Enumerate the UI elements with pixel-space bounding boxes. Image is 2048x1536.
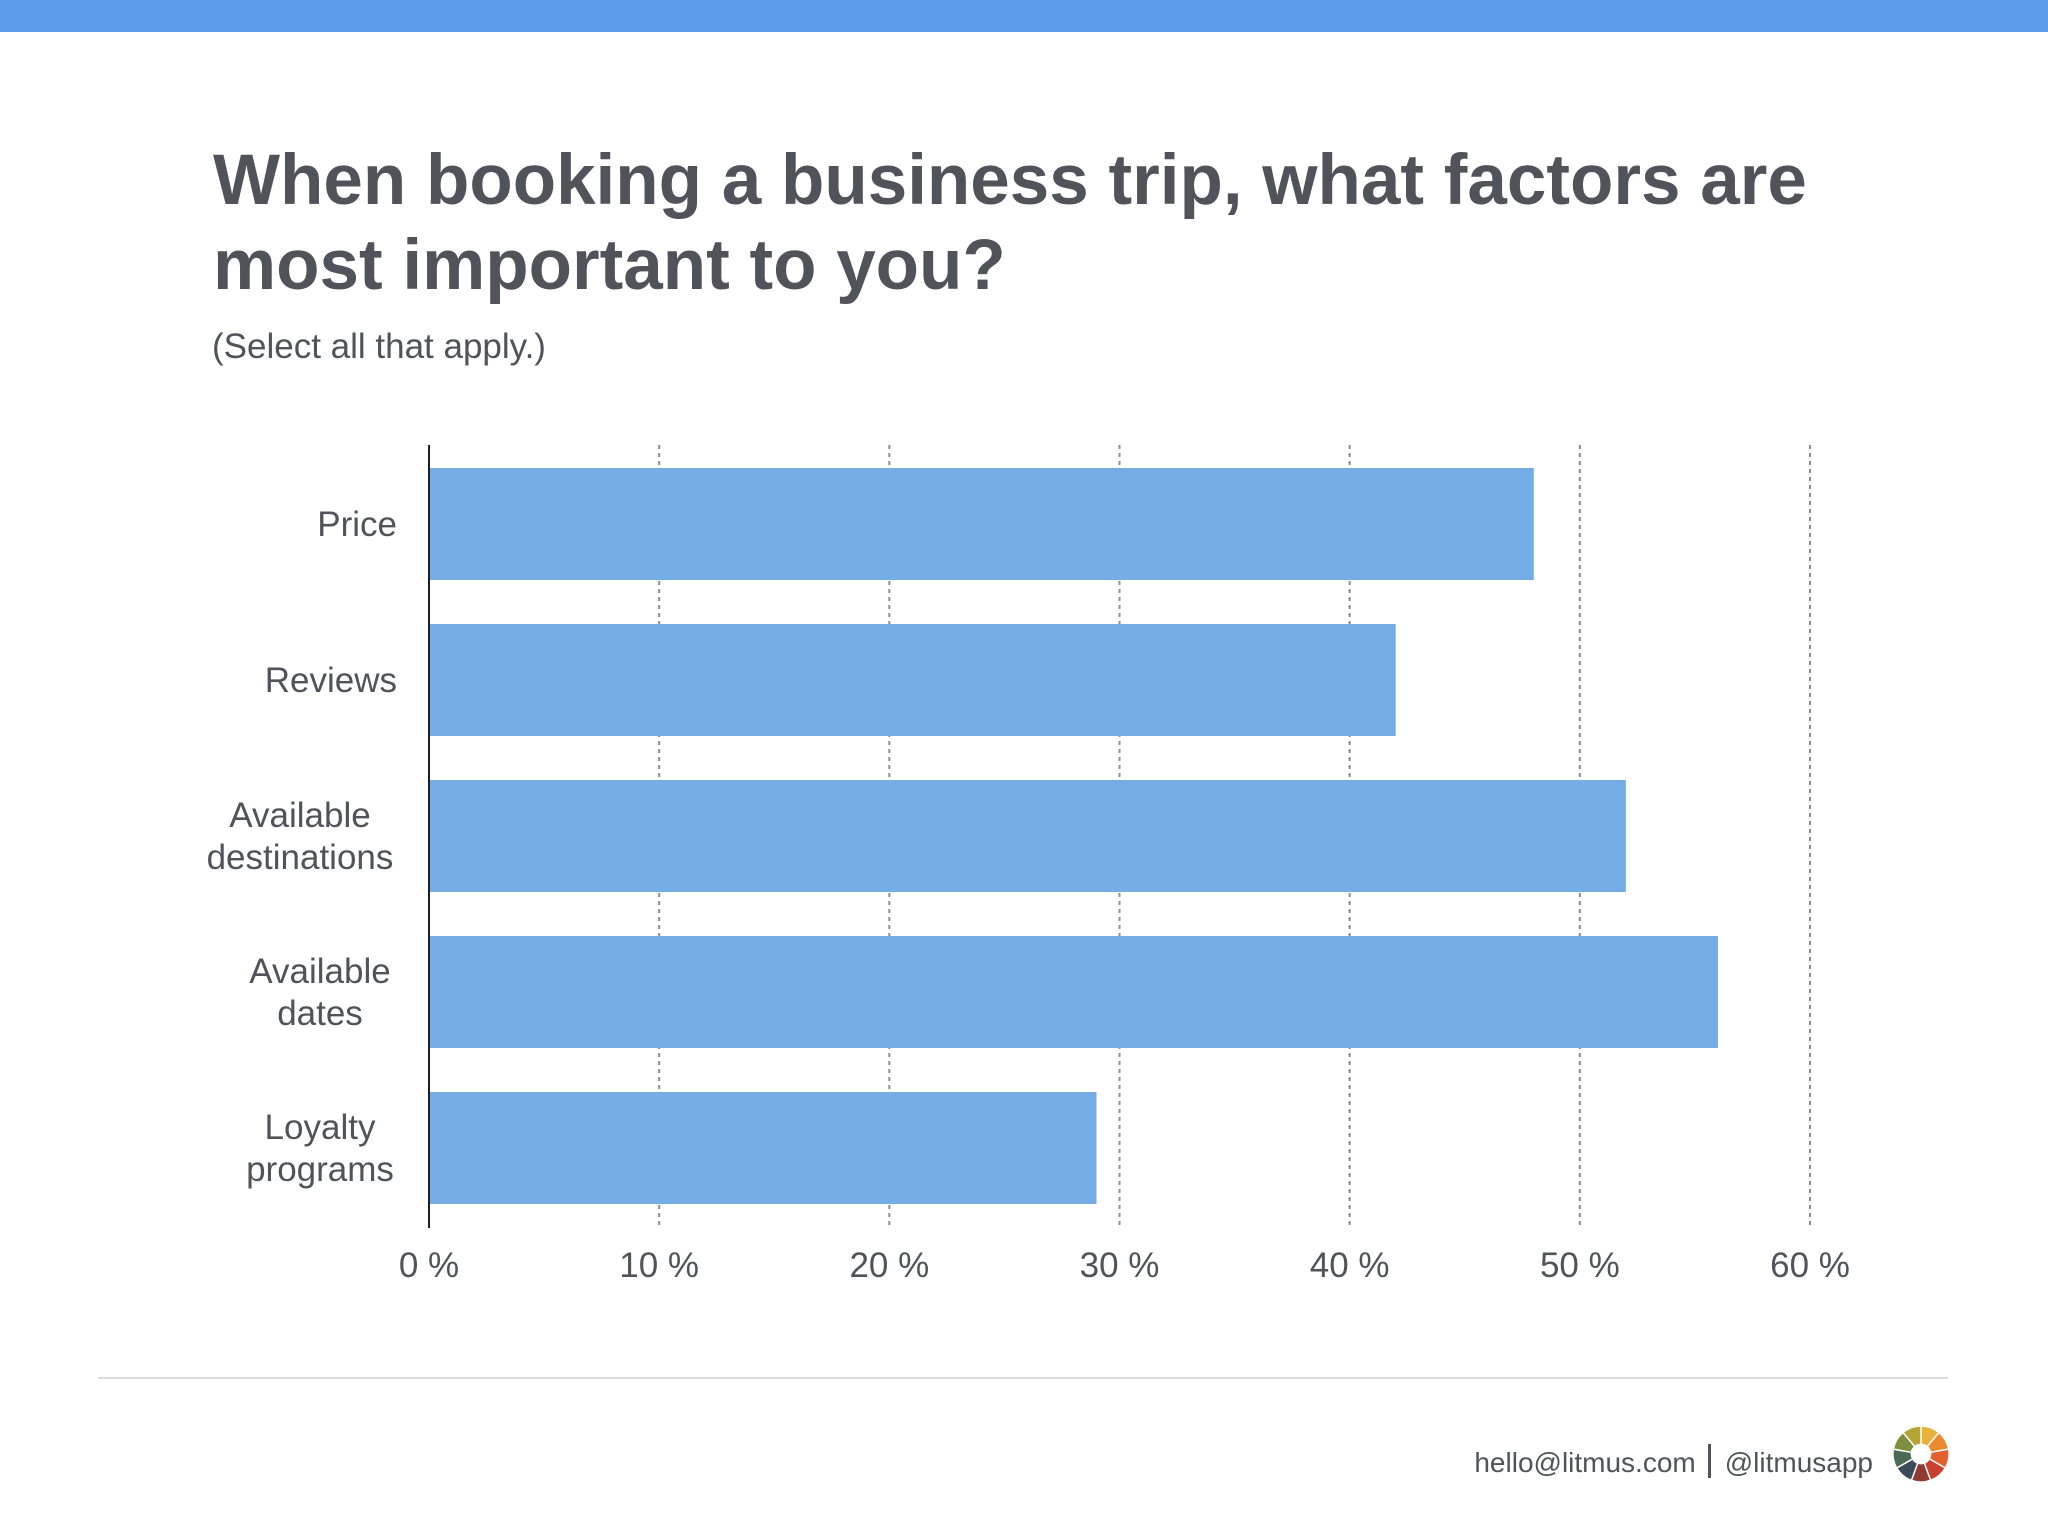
footer-divider xyxy=(98,1377,1948,1379)
bar-1[interactable] xyxy=(429,624,1396,736)
bar-4[interactable] xyxy=(429,1092,1097,1204)
x-tick-label-5: 50 % xyxy=(1540,1246,1620,1285)
footer-handle[interactable]: @litmusapp xyxy=(1724,1447,1873,1478)
x-tick-label-6: 60 % xyxy=(1770,1246,1850,1285)
litmus-logo-icon xyxy=(1892,1425,1950,1483)
bar-3[interactable] xyxy=(429,936,1718,1048)
category-label-2: Available destinations xyxy=(207,796,394,877)
footer-email[interactable]: hello@litmus.com xyxy=(1474,1447,1696,1478)
x-tick-label-4: 40 % xyxy=(1310,1246,1390,1285)
footer-contact: hello@litmus.com @litmusapp xyxy=(1474,1444,1873,1480)
category-label-1: Reviews xyxy=(265,661,397,700)
x-tick-label-2: 20 % xyxy=(849,1246,929,1285)
bar-0[interactable] xyxy=(429,468,1534,580)
category-label-3: Available dates xyxy=(249,952,390,1033)
category-label-0: Price xyxy=(317,505,397,544)
chart-title: When booking a business trip, what facto… xyxy=(213,141,1807,305)
x-tick-label-0: 0 % xyxy=(399,1246,459,1285)
bar-2[interactable] xyxy=(429,780,1626,892)
chart-subtitle: (Select all that apply.) xyxy=(212,327,546,366)
bar-chart: Price Reviews Available destinations Availab… xyxy=(207,445,1850,1285)
x-tick-label-3: 30 % xyxy=(1080,1246,1160,1285)
category-label-4: Loyalty programs xyxy=(246,1108,394,1189)
footer-separator xyxy=(1707,1444,1711,1478)
x-tick-label-1: 10 % xyxy=(619,1246,699,1285)
top-accent-bar xyxy=(0,0,2048,32)
logo-segment-8 xyxy=(1901,1425,1922,1448)
